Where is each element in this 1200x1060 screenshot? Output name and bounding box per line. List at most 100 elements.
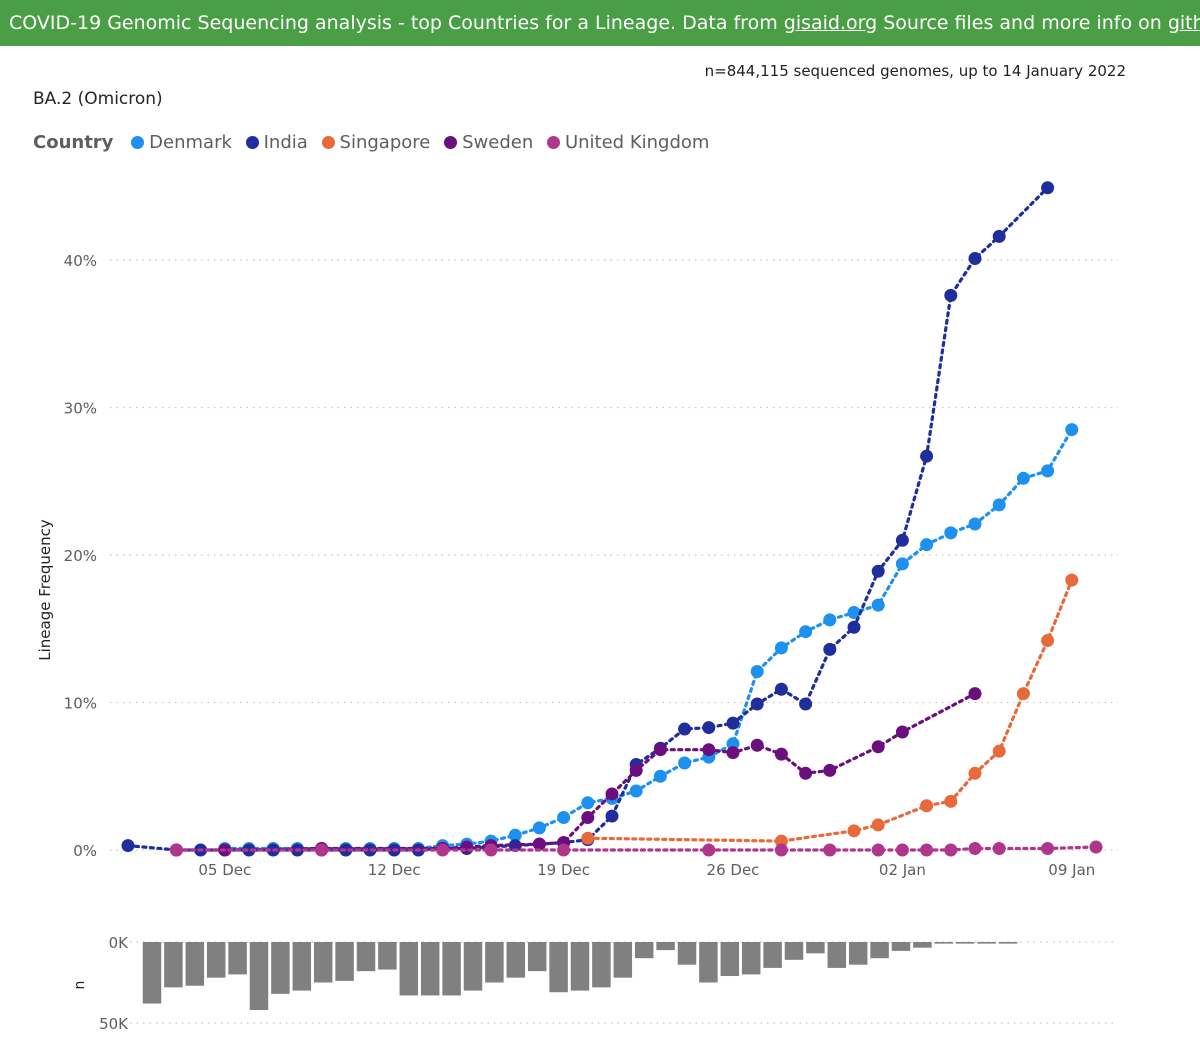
- data-point-denmark: [1041, 464, 1055, 478]
- y-tick-label: 10%: [64, 695, 97, 713]
- github-link[interactable]: github: [1167, 12, 1200, 34]
- y-tick-label: 40%: [64, 252, 97, 270]
- legend-item-united-kingdom[interactable]: United Kingdom: [546, 132, 709, 153]
- data-point-denmark: [532, 821, 546, 835]
- count-bar: [442, 942, 461, 996]
- legend-title: Country: [33, 132, 114, 153]
- count-bar: [570, 942, 590, 991]
- data-point-united-kingdom: [557, 843, 571, 857]
- count-bar: [292, 942, 312, 991]
- legend-dot-sweden: [444, 136, 458, 149]
- x-tick-label: 19 Dec: [537, 861, 590, 879]
- data-point-singapore: [944, 794, 958, 808]
- count-bar: [527, 942, 547, 972]
- legend-label-singapore: Singapore: [339, 132, 431, 153]
- data-point-sweden: [895, 725, 909, 739]
- data-point-sweden: [968, 687, 982, 701]
- data-point-sweden: [581, 811, 595, 825]
- data-point-denmark: [871, 598, 885, 612]
- data-point-sweden: [823, 763, 837, 777]
- legend-dot-united-kingdom: [546, 136, 560, 149]
- data-point-united-kingdom: [871, 843, 885, 857]
- count-bar: [592, 942, 611, 988]
- gisaid-link[interactable]: gisaid.org: [783, 12, 878, 34]
- count-bar: [485, 942, 504, 983]
- legend: Country Denmark India Singapore Sweden U…: [33, 132, 717, 153]
- data-point-denmark: [799, 625, 813, 639]
- y-gridlines: [110, 259, 1118, 851]
- legend-item-india[interactable]: India: [245, 132, 308, 153]
- series-line-denmark: [223, 428, 1074, 851]
- series-india: [121, 181, 1055, 857]
- chart-title: BA.2 (Omicron): [33, 89, 163, 109]
- data-point-denmark: [508, 828, 522, 842]
- count-bar: [399, 942, 419, 996]
- legend-item-denmark[interactable]: Denmark: [131, 132, 232, 153]
- data-point-united-kingdom: [436, 843, 450, 857]
- legend-item-sweden[interactable]: Sweden: [444, 132, 533, 153]
- series-denmark: [218, 423, 1079, 856]
- series-line-india: [126, 186, 1050, 852]
- y-tick-labels: 0% 10% 20% 30% 40%: [64, 252, 97, 860]
- x-tick-label: 02 Jan: [879, 861, 926, 879]
- data-point-denmark: [944, 526, 958, 540]
- data-point-united-kingdom: [944, 843, 958, 857]
- data-point-denmark: [823, 613, 837, 627]
- data-point-singapore: [581, 831, 595, 845]
- data-point-united-kingdom: [702, 843, 716, 857]
- data-point-denmark: [1065, 423, 1079, 437]
- count-bar: [634, 942, 654, 959]
- legend-dot-india: [245, 136, 259, 149]
- data-point-denmark: [629, 784, 643, 798]
- count-bar: [677, 942, 697, 965]
- legend-label-india: India: [263, 132, 308, 153]
- data-point-united-kingdom: [992, 842, 1006, 856]
- y-axis-label: Lineage Frequency: [36, 519, 54, 661]
- y-tick-label: 20%: [64, 547, 97, 565]
- legend-label-denmark: Denmark: [149, 132, 232, 153]
- x-tick-label: 26 Dec: [707, 861, 760, 879]
- data-point-india: [605, 809, 619, 823]
- data-point-sweden: [702, 743, 716, 757]
- y-tick-label: 0%: [73, 842, 97, 860]
- data-point-india: [678, 722, 692, 736]
- count-bar: [378, 942, 397, 970]
- count-bar: [613, 942, 633, 978]
- data-point-india: [920, 449, 934, 463]
- data-point-denmark: [774, 641, 788, 655]
- data-point-sweden: [532, 837, 546, 851]
- data-point-singapore: [871, 818, 885, 832]
- data-point-sweden: [629, 763, 643, 777]
- data-point-india: [823, 642, 837, 656]
- data-point-denmark: [557, 811, 571, 825]
- x-tick-labels: 05 Dec 12 Dec 19 Dec 26 Dec 02 Jan 09 Jan: [198, 861, 1095, 879]
- data-point-united-kingdom: [484, 843, 498, 857]
- count-bar: [549, 942, 568, 993]
- legend-item-singapore[interactable]: Singapore: [321, 132, 431, 153]
- count-bar: [463, 942, 483, 991]
- count-axis-label: n: [72, 981, 88, 990]
- data-point-sweden: [750, 738, 764, 752]
- count-bar: [741, 942, 761, 975]
- banner-text-part2: Source files and more info on: [877, 12, 1168, 34]
- count-bar: [271, 942, 290, 994]
- data-point-sweden: [605, 787, 619, 801]
- x-tick-label: 05 Dec: [198, 861, 251, 879]
- legend-dot-singapore: [321, 136, 335, 149]
- data-point-united-kingdom: [169, 843, 183, 857]
- data-point-singapore: [968, 766, 982, 780]
- count-bar: [827, 942, 847, 968]
- data-point-denmark: [678, 756, 692, 770]
- data-point-united-kingdom: [895, 843, 909, 857]
- data-point-india: [121, 839, 135, 853]
- count-bar: [934, 942, 954, 944]
- count-bar: [763, 942, 782, 968]
- data-point-singapore: [1041, 634, 1055, 648]
- data-point-denmark: [920, 538, 934, 552]
- count-bar: [142, 942, 162, 1004]
- data-point-singapore: [847, 824, 861, 838]
- series-singapore: [581, 573, 1079, 848]
- data-point-sweden: [799, 766, 813, 780]
- x-tick-label: 12 Dec: [368, 861, 421, 879]
- data-point-denmark: [750, 665, 764, 679]
